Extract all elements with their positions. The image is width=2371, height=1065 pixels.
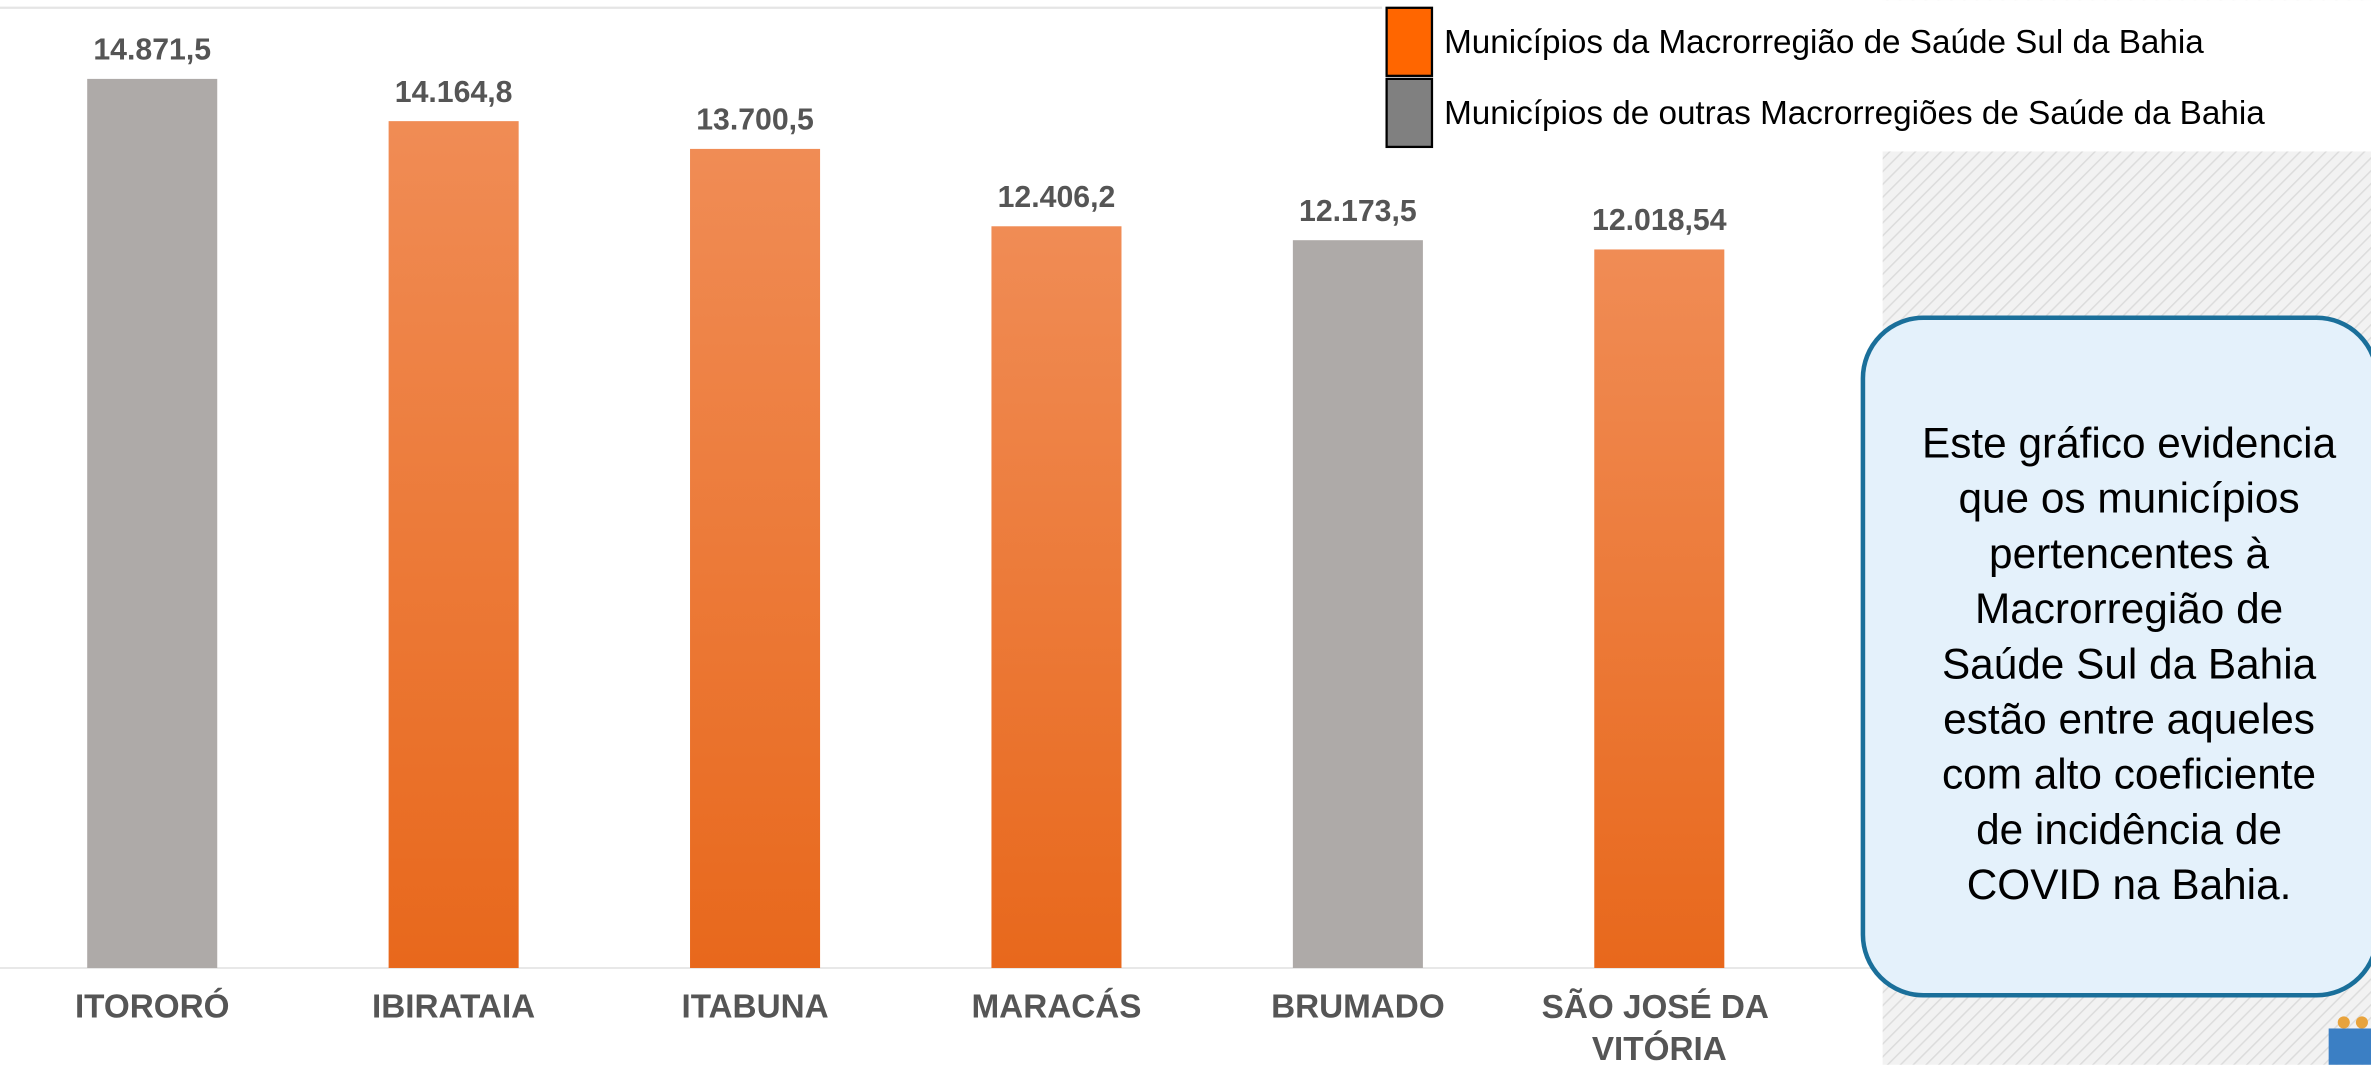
callout-text: pertencentes à	[1989, 530, 2269, 577]
callout-text: que os municípios	[1958, 475, 2299, 522]
callout-text: Saúde Sul da Bahia	[1942, 640, 2317, 687]
legend-label: Municípios de outras Macrorregiões de Sa…	[1444, 95, 2265, 132]
value-label: 14.164,8	[395, 76, 513, 109]
chart-area	[0, 0, 1883, 1065]
legend-box	[1382, 0, 2371, 152]
callout-text: Macrorregião de	[1975, 585, 2283, 632]
bar	[388, 121, 519, 968]
logo-icon	[2328, 1016, 2371, 1065]
bar	[690, 148, 821, 968]
x-tick-label: IBIRATAIA	[372, 989, 535, 1026]
value-label: 12.018,54	[1592, 204, 1727, 237]
bar	[1292, 240, 1423, 968]
value-label: 14.871,5	[93, 34, 211, 67]
x-tick-label: SÃO JOSÉ DA VITÓRIA	[1542, 988, 1777, 1065]
x-tick-label: BRUMADO	[1271, 989, 1445, 1026]
callout-text: Este gráfico evidencia	[1922, 419, 2337, 466]
x-tick-label: MARACÁS	[971, 988, 1141, 1026]
legend-label: Municípios da Macrorregião de Saúde Sul …	[1444, 24, 2204, 61]
legend-swatch	[1385, 77, 1434, 149]
callout-box	[1860, 315, 2371, 998]
legend-swatch	[1385, 6, 1434, 77]
x-tick-label: ITABUNA	[681, 989, 828, 1026]
value-label: 13.700,5	[696, 104, 814, 137]
callout-text: COVID na Bahia.	[1967, 861, 2292, 908]
bar	[1594, 249, 1725, 968]
callout-text: de incidência de	[1976, 806, 2282, 853]
bar	[991, 226, 1122, 968]
value-label: 12.173,5	[1299, 195, 1417, 228]
value-label: 12.406,2	[998, 181, 1116, 214]
callout-text: com alto coeficiente	[1942, 751, 2316, 798]
x-tick-label: ITORORÓ	[75, 988, 230, 1026]
bar	[87, 78, 218, 968]
callout-text: estão entre aqueles	[1943, 695, 2315, 742]
